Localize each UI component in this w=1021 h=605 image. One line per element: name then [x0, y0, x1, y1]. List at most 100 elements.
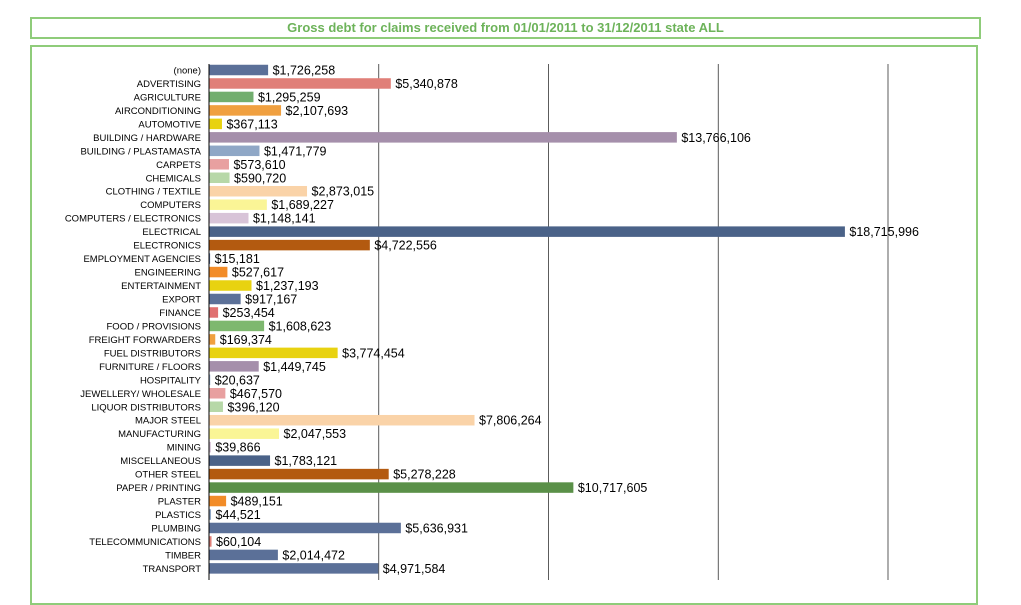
bar: [209, 509, 212, 520]
value-label: $1,295,259: [258, 90, 321, 104]
category-label: AIRCONDITIONING: [115, 106, 201, 117]
category-label: ENGINEERING: [134, 268, 201, 279]
value-label: $396,120: [227, 400, 279, 414]
value-label: $489,151: [231, 495, 283, 509]
category-label: MINING: [167, 443, 201, 454]
value-label: $7,806,264: [479, 414, 542, 428]
category-label: FUEL DISTRIBUTORS: [104, 348, 201, 359]
category-label: TRANSPORT: [143, 564, 202, 575]
bar: [209, 78, 391, 89]
value-label: $253,454: [223, 306, 275, 320]
bar: [209, 253, 211, 264]
bar: [209, 118, 222, 130]
bar: [209, 91, 254, 103]
category-label: (none): [174, 66, 201, 77]
bar: [209, 226, 845, 237]
category-label: LIQUOR DISTRIBUTORS: [91, 402, 201, 413]
bar: [209, 159, 229, 170]
category-label: PLASTICS: [155, 510, 201, 521]
value-label: $13,766,106: [681, 131, 751, 145]
value-label: $1,148,141: [253, 212, 316, 226]
category-label: EMPLOYMENT AGENCIES: [83, 254, 201, 265]
bar: [209, 549, 278, 561]
category-label: HOSPITALITY: [140, 375, 202, 386]
value-label: $39,866: [215, 441, 260, 455]
category-label: JEWELLERY/ WHOLESALE: [80, 389, 201, 400]
bar: [209, 482, 574, 493]
bar: [209, 441, 211, 453]
value-label: $20,637: [215, 373, 260, 387]
value-label: $1,237,193: [256, 279, 319, 293]
category-label: FURNITURE / FLOORS: [99, 362, 201, 373]
value-label: $44,521: [216, 508, 261, 522]
bar: [209, 185, 308, 197]
value-label: $1,783,121: [275, 454, 338, 468]
category-label: TIMBER: [165, 550, 201, 561]
bar: [209, 212, 249, 224]
category-label: MAJOR STEEL: [135, 416, 201, 427]
category-label: AGRICULTURE: [134, 92, 201, 103]
value-label: $2,107,693: [286, 104, 349, 118]
value-label: $1,726,258: [273, 64, 336, 78]
category-label: PLASTER: [158, 497, 201, 508]
value-label: $4,971,584: [383, 562, 446, 576]
chart-title-box: Gross debt for claims received from 01/0…: [30, 17, 981, 39]
category-label: PLUMBING: [151, 523, 201, 534]
category-label: CLOTHING / TEXTILE: [106, 187, 201, 198]
category-label: ENTERTAINMENT: [121, 281, 201, 292]
bar: [209, 347, 338, 359]
value-label: $367,113: [226, 117, 277, 131]
value-label: $3,774,454: [342, 346, 405, 360]
value-label: $527,617: [232, 266, 284, 280]
category-label: ELECTRICAL: [142, 227, 201, 238]
value-label: $169,374: [220, 333, 272, 347]
category-label: ELECTRONICS: [133, 241, 201, 252]
bar: [209, 455, 271, 466]
value-label: $60,104: [216, 535, 261, 549]
bar: [209, 64, 269, 76]
value-label: $10,717,605: [578, 481, 648, 495]
bar-chart: (none) $1,726,258 ADVERTISING $5,340,878 AGR…: [65, 64, 919, 580]
bar: [209, 334, 216, 345]
bar: [209, 563, 379, 574]
value-label: $5,636,931: [405, 521, 468, 535]
bar: [209, 172, 230, 184]
value-label: $2,873,015: [312, 185, 375, 199]
bar: [209, 401, 223, 412]
category-label: AUTOMOTIVE: [138, 119, 201, 130]
bar: [209, 468, 389, 480]
category-label: OTHER STEEL: [135, 470, 201, 481]
category-label: COMPUTERS / ELECTRONICS: [65, 214, 201, 225]
category-label: BUILDING / HARDWARE: [93, 133, 201, 144]
value-label: $1,689,227: [271, 198, 334, 212]
bar: [209, 132, 677, 143]
value-label: $573,610: [233, 158, 285, 172]
category-label: EXPORT: [162, 294, 201, 305]
bar: [209, 536, 212, 547]
value-label: $5,340,878: [395, 77, 458, 91]
value-label: $15,181: [215, 252, 260, 266]
bar: [209, 522, 401, 534]
category-label: CARPETS: [156, 160, 201, 171]
bar: [209, 105, 282, 116]
bar: [209, 239, 370, 251]
bar: [209, 361, 259, 372]
value-label: $1,608,623: [269, 319, 332, 333]
value-label: $5,278,228: [393, 468, 456, 482]
value-label: $2,047,553: [284, 427, 347, 441]
category-label: FINANCE: [159, 308, 201, 319]
category-label: COMPUTERS: [140, 200, 201, 211]
bar: [209, 495, 227, 507]
category-label: ADVERTISING: [137, 79, 201, 90]
category-label: FOOD / PROVISIONS: [107, 321, 202, 332]
value-label: $18,715,996: [849, 225, 919, 239]
value-label: $1,471,779: [264, 144, 327, 158]
bar: [209, 428, 280, 439]
value-label: $467,570: [230, 387, 282, 401]
bar: [209, 199, 267, 210]
value-label: $590,720: [234, 171, 286, 185]
bar: [209, 374, 211, 386]
bar: [209, 307, 219, 318]
bar: [209, 280, 252, 291]
bar: [209, 414, 475, 426]
